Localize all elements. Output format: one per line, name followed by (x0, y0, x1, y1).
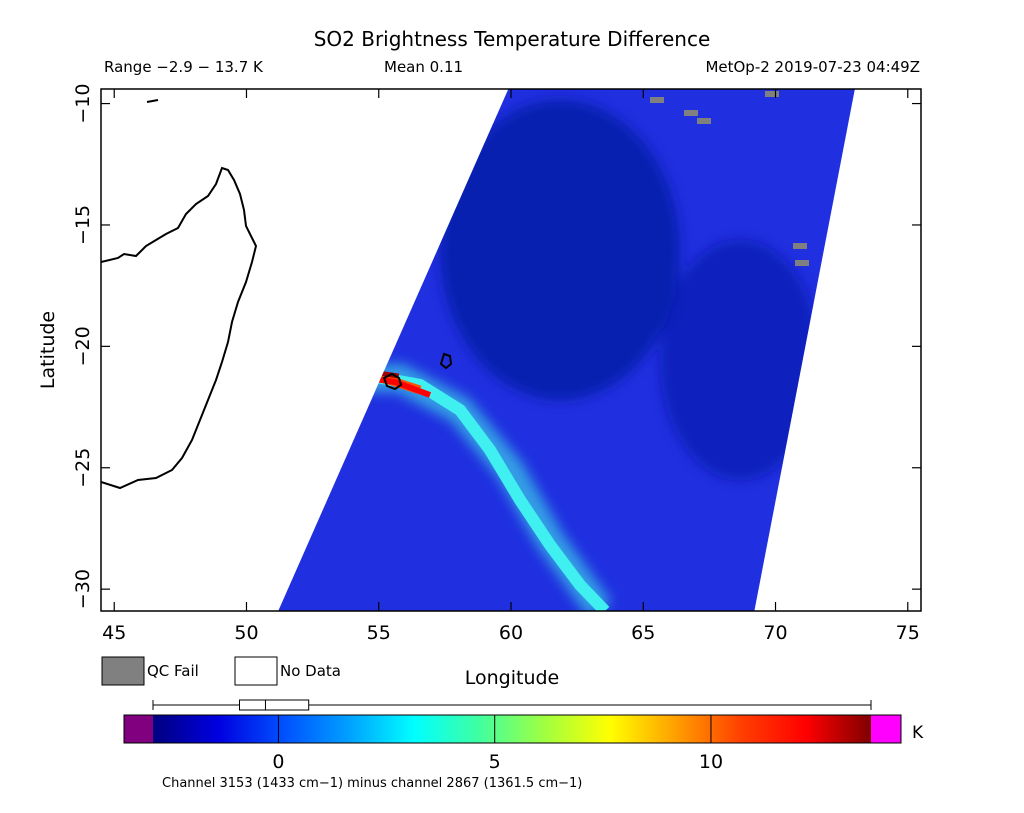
y-axis-label: Latitude (37, 311, 59, 389)
y-tick-label: −25 (72, 448, 94, 488)
colorbar-tick-label: 10 (699, 751, 723, 773)
qc-fail-swatch (101, 656, 145, 686)
colorbar-gradient (153, 715, 871, 743)
no-data-swatch (234, 656, 278, 686)
qc-fail-pixel (684, 110, 698, 116)
qc-fail-label: QC Fail (147, 662, 199, 680)
x-tick-label: 75 (896, 622, 920, 644)
low-value-region (440, 100, 680, 400)
y-tick-label: −10 (72, 84, 94, 124)
x-axis-label: Longitude (465, 667, 560, 689)
coastline-madagascar (101, 166, 258, 490)
x-tick-label: 50 (234, 622, 258, 644)
x-tick-label: 45 (102, 622, 126, 644)
colorbar-tick-label: 0 (272, 751, 284, 773)
colorbar-ticks: 0 5 10 (272, 715, 723, 773)
satellite-time-text: MetOp-2 2019-07-23 04:49Z (705, 58, 920, 76)
qc-fail-pixel (697, 118, 711, 124)
colorbar-unit: K (912, 723, 924, 743)
low-value-region-east (660, 240, 820, 480)
qc-fail-pixel (650, 97, 664, 103)
qc-fail-pixel (765, 91, 779, 97)
coast-fragment (146, 99, 159, 103)
boxplot-box (239, 699, 310, 711)
reunion-island-outline (382, 372, 403, 391)
x-tick-label: 60 (499, 622, 523, 644)
colorbar-tick-label: 5 (489, 751, 501, 773)
x-tick-label: 70 (763, 622, 787, 644)
x-ticks: 45 50 55 60 65 70 75 (102, 89, 920, 644)
map-plot (101, 89, 921, 611)
x-tick-label: 65 (631, 622, 655, 644)
mean-text: Mean 0.11 (384, 58, 463, 76)
y-ticks: −10 −15 −20 −25 −30 (72, 84, 921, 609)
colorbar-over-color (871, 715, 901, 743)
distribution-boxplot (152, 699, 872, 711)
mauritius-island-outline (439, 352, 453, 370)
colorbar-frame (123, 714, 902, 744)
qc-fail-pixel (793, 243, 807, 249)
x-tick-label: 55 (367, 622, 391, 644)
chart-title: SO2 Brightness Temperature Difference (314, 27, 711, 51)
no-data-label: No Data (280, 662, 341, 680)
plume-cyan-band (278, 367, 610, 611)
range-text: Range −2.9 − 13.7 K (104, 58, 264, 76)
channel-footnote: Channel 3153 (1433 cm−1) minus channel 2… (162, 776, 582, 791)
y-tick-label: −15 (72, 205, 94, 245)
qc-fail-pixel (795, 260, 809, 266)
y-tick-label: −30 (72, 569, 94, 609)
y-tick-label: −20 (72, 326, 94, 366)
colorbar-under-color (124, 715, 153, 743)
